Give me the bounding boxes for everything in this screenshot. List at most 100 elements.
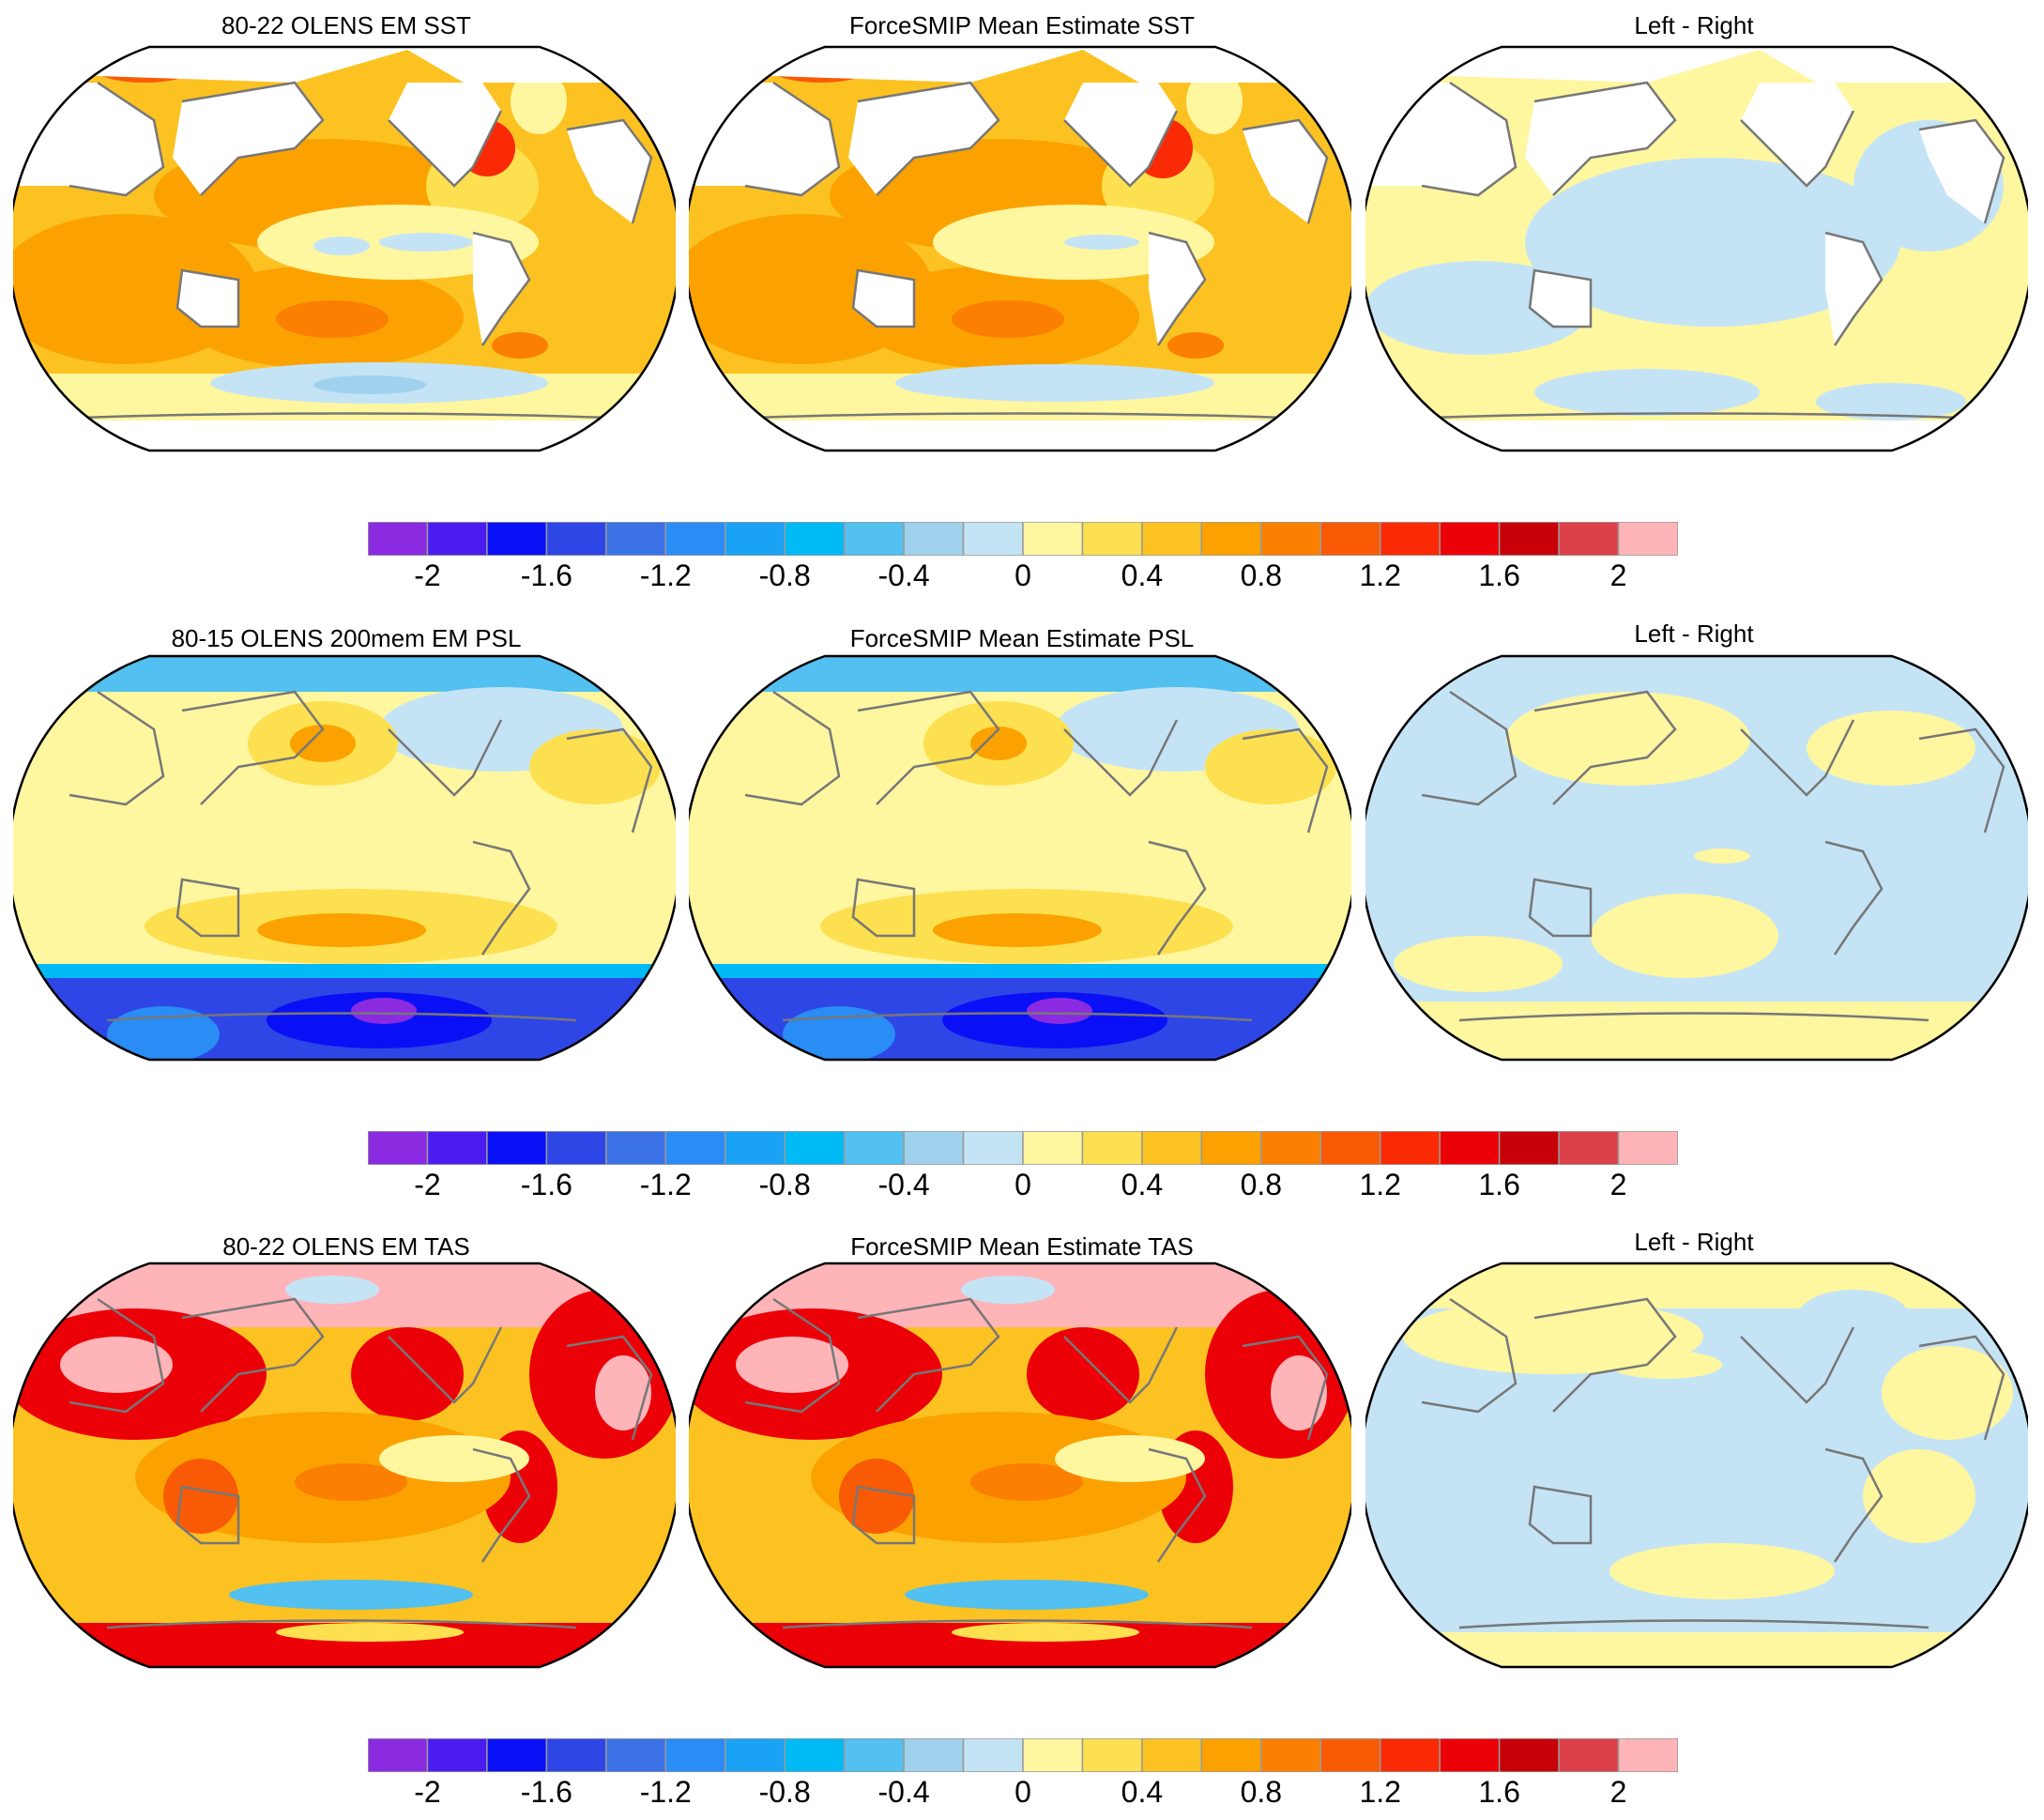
- colorbar-tick-label: 0.8: [1240, 1168, 1283, 1201]
- colorbar-box: [664, 1131, 726, 1165]
- panel-title-r3c3: Left - Right: [1634, 1228, 1754, 1256]
- colorbar-box: [724, 1131, 786, 1165]
- colorbar-box: [605, 522, 667, 556]
- colorbar-tick-label: 2: [1609, 1775, 1627, 1809]
- map-sst-difference: [1365, 45, 2028, 452]
- colorbar-box: [1439, 1131, 1501, 1165]
- colorbar-box: [1617, 1738, 1678, 1772]
- colorbar-tick-label: 0.4: [1121, 1168, 1164, 1201]
- panel-title-r1c1: 80-22 OLENS EM SST: [221, 11, 471, 39]
- colorbar-3: [368, 1738, 1678, 1772]
- colorbar-box: [1022, 1738, 1084, 1772]
- map-tas-difference: [1365, 1262, 2028, 1669]
- colorbar-box: [426, 522, 488, 556]
- colorbar-2-labels: -2 -1.6 -1.2 -0.8 -0.4 0 0.4 0.8 1.2 1.6 2: [368, 1169, 1678, 1201]
- colorbar-box: [1022, 1131, 1084, 1165]
- colorbar-box: [1081, 1131, 1143, 1165]
- colorbar-box: [962, 1738, 1024, 1772]
- colorbar-tick-label: 1.6: [1478, 558, 1520, 592]
- colorbar-tick-label: -1.2: [639, 558, 692, 592]
- colorbar-box: [724, 522, 786, 556]
- colorbar-box: [1022, 522, 1084, 556]
- colorbar-tick-label: -1.2: [639, 1775, 692, 1809]
- colorbar-box: [1141, 1738, 1203, 1772]
- colorbar-box: [1319, 1131, 1381, 1165]
- colorbar-box: [1617, 522, 1678, 556]
- colorbar-1-labels: -2 -1.6 -1.2 -0.8 -0.4 0 0.4 0.8 1.2 1.6 2: [368, 559, 1678, 591]
- colorbar-box: [545, 1131, 607, 1165]
- colorbar-box: [1558, 1738, 1620, 1772]
- colorbar-box: [426, 1738, 488, 1772]
- colorbar-box: [545, 1738, 607, 1772]
- colorbar-3-labels: -2 -1.6 -1.2 -0.8 -0.4 0 0.4 0.8 1.2 1.6 2: [368, 1776, 1678, 1808]
- colorbar-tick-label: -0.8: [758, 558, 811, 592]
- panel-title-r2c3: Left - Right: [1634, 619, 1754, 648]
- colorbar-box: [1141, 1131, 1203, 1165]
- colorbar-box: [1200, 1131, 1262, 1165]
- colorbar-tick-label: 0.4: [1121, 558, 1164, 592]
- colorbar-tick-label: 0: [1014, 1775, 1031, 1809]
- colorbar-box: [664, 1738, 726, 1772]
- colorbar-box: [1379, 522, 1441, 556]
- colorbar-tick-label: 2: [1609, 1168, 1627, 1201]
- colorbar-box: [664, 522, 726, 556]
- colorbar-box: [903, 1738, 965, 1772]
- colorbar-tick-label: -0.4: [877, 1775, 930, 1809]
- map-sst-olens: [13, 45, 676, 452]
- colorbar-box: [1617, 1131, 1678, 1165]
- colorbar-box: [1260, 522, 1322, 556]
- colorbar-box: [368, 1738, 429, 1772]
- colorbar-tick-label: -2: [414, 1168, 441, 1201]
- colorbar-tick-label: 0: [1014, 1168, 1031, 1201]
- colorbar-box: [1319, 522, 1381, 556]
- panel-title-r2c2: ForceSMIP Mean Estimate PSL: [849, 624, 1195, 652]
- colorbar-tick-label: -0.4: [877, 558, 930, 592]
- colorbar-tick-label: 1.6: [1478, 1168, 1520, 1201]
- colorbar-box: [843, 1738, 905, 1772]
- colorbar-box: [903, 1131, 965, 1165]
- colorbar-tick-label: -0.8: [758, 1168, 811, 1201]
- colorbar-box: [486, 1131, 548, 1165]
- colorbar-box: [486, 1738, 548, 1772]
- colorbar-box: [1498, 522, 1560, 556]
- panel-title-r3c2: ForceSMIP Mean Estimate TAS: [850, 1232, 1194, 1261]
- colorbar-box: [1200, 1738, 1262, 1772]
- colorbar-tick-label: 0.4: [1121, 1775, 1164, 1809]
- colorbar-box: [1498, 1738, 1560, 1772]
- colorbar-box: [1260, 1131, 1322, 1165]
- colorbar-tick-label: 1.6: [1478, 1775, 1520, 1809]
- colorbar-tick-label: -1.6: [520, 1775, 572, 1809]
- colorbar-box: [368, 1131, 429, 1165]
- panel-title-r1c3: Left - Right: [1634, 11, 1754, 39]
- colorbar-tick-label: 2: [1609, 558, 1627, 592]
- colorbar-box: [724, 1738, 786, 1772]
- colorbar-box: [843, 1131, 905, 1165]
- colorbar-box: [605, 1131, 667, 1165]
- colorbar-tick-label: 1.2: [1359, 1775, 1401, 1809]
- colorbar-box: [962, 1131, 1024, 1165]
- colorbar-box: [368, 522, 429, 556]
- colorbar-box: [605, 1738, 667, 1772]
- map-psl-olens: [13, 654, 676, 1062]
- panel-title-r2c1: 80-15 OLENS 200mem EM PSL: [171, 624, 522, 652]
- colorbar-tick-label: -2: [414, 558, 441, 592]
- colorbar-box: [903, 522, 965, 556]
- colorbar-box: [1319, 1738, 1381, 1772]
- map-tas-forcesmip: [689, 1262, 1351, 1669]
- colorbar-box: [784, 1131, 846, 1165]
- colorbar-box: [1439, 522, 1501, 556]
- colorbar-tick-label: 0.8: [1240, 1775, 1283, 1809]
- colorbar-tick-label: -1.2: [639, 1168, 692, 1201]
- colorbar-box: [1558, 1131, 1620, 1165]
- colorbar-tick-label: -1.6: [520, 558, 572, 592]
- panel-title-r1c2: ForceSMIP Mean Estimate SST: [849, 11, 1195, 39]
- colorbar-tick-label: 0.8: [1240, 558, 1283, 592]
- colorbar-tick-label: -0.8: [758, 1775, 811, 1809]
- colorbar-tick-label: -1.6: [520, 1168, 572, 1201]
- colorbar-box: [843, 522, 905, 556]
- colorbar-box: [784, 1738, 846, 1772]
- map-sst-forcesmip: [689, 45, 1351, 452]
- colorbar-box: [1379, 1738, 1441, 1772]
- colorbar-1: [368, 522, 1678, 556]
- colorbar-box: [1260, 1738, 1322, 1772]
